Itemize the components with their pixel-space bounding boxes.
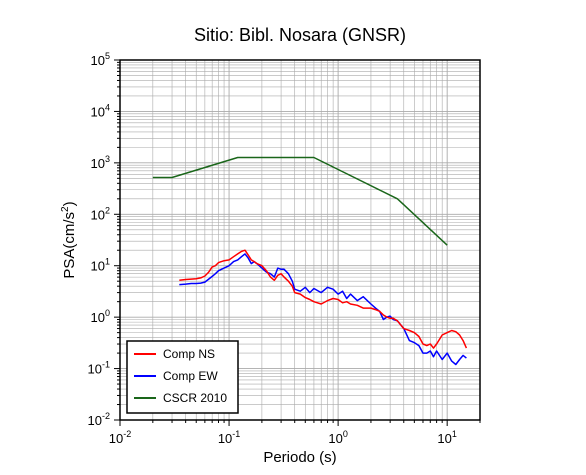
x-tick-label-base: 10	[218, 431, 232, 446]
y-tick-label-base: 10	[91, 53, 105, 68]
y-tick-label: 104	[91, 102, 110, 119]
y-axis-title-superscript: 2	[60, 206, 71, 212]
y-axis-title-base: PSA(cm/s	[61, 212, 78, 279]
x-tick-label-exponent: -2	[123, 429, 131, 439]
y-tick-label-exponent: -2	[102, 411, 110, 421]
x-axis-title: Periodo (s)	[263, 449, 336, 466]
legend-label-comp-ew: Comp EW	[163, 369, 218, 383]
y-tick-label: 100	[91, 308, 110, 325]
series-line-comp-ns	[179, 249, 468, 349]
x-tick-label-exponent: -1	[232, 429, 240, 439]
x-tick-label-exponent: 1	[452, 429, 457, 439]
y-tick-label: 10-1	[88, 360, 110, 377]
x-tick-label: 101	[437, 429, 456, 446]
legend-label-cscr-2010: CSCR 2010	[163, 391, 227, 405]
y-tick-label: 105	[91, 51, 110, 68]
x-tick-label: 10-1	[218, 429, 240, 446]
axis-ticks	[114, 59, 481, 426]
y-tick-label-base: 10	[91, 207, 105, 222]
y-tick-label-base: 10	[88, 362, 102, 377]
x-tick-label-base: 10	[328, 431, 342, 446]
y-tick-label-exponent: 3	[105, 154, 110, 164]
y-tick-label-base: 10	[91, 259, 105, 274]
y-tick-label: 101	[91, 257, 110, 274]
y-tick-label-base: 10	[91, 156, 105, 171]
x-tick-label-exponent: 0	[343, 429, 348, 439]
legend-label-comp-ns: Comp NS	[163, 347, 215, 361]
plot-frame	[119, 59, 481, 421]
y-tick-label-exponent: 4	[105, 102, 110, 112]
y-tick-label-exponent: 1	[105, 257, 110, 267]
y-tick-label-base: 10	[88, 413, 102, 428]
series-lines	[152, 156, 468, 366]
legend: Comp NS Comp EW CSCR 2010	[126, 340, 239, 414]
y-tick-label-base: 10	[91, 310, 105, 325]
y-tick-label: 102	[91, 205, 110, 222]
y-tick-label-exponent: -1	[102, 360, 110, 370]
y-axis-title-close: )	[61, 201, 78, 206]
series-line-cscr-2010	[152, 156, 448, 246]
x-tick-label-base: 10	[109, 431, 123, 446]
grid-lines	[119, 59, 481, 421]
y-tick-label: 10-2	[88, 411, 110, 428]
series-line-comp-ew	[179, 253, 467, 366]
y-tick-label-exponent: 2	[105, 205, 110, 215]
y-tick-label-base: 10	[91, 104, 105, 119]
x-tick-label: 100	[328, 429, 347, 446]
y-tick-label-exponent: 0	[105, 308, 110, 318]
chart-title: Sitio: Bibl. Nosara (GNSR)	[194, 25, 406, 45]
y-tick-label: 103	[91, 154, 110, 171]
x-tick-label-base: 10	[437, 431, 451, 446]
x-tick-label: 10-2	[109, 429, 131, 446]
y-axis-title: PSA(cm/s2)	[60, 201, 78, 278]
y-tick-label-exponent: 5	[105, 51, 110, 61]
